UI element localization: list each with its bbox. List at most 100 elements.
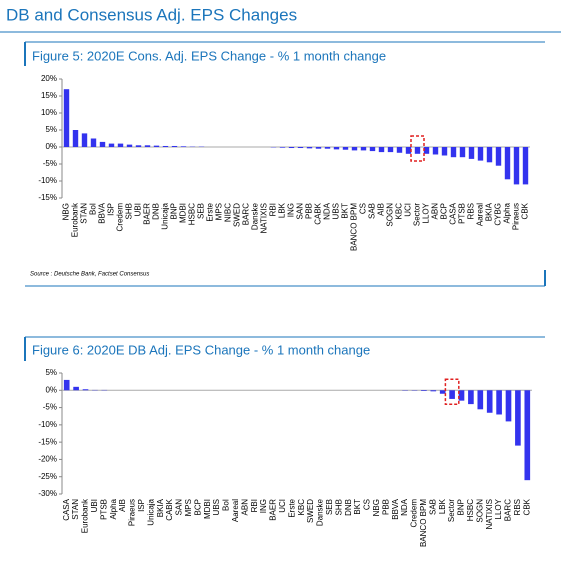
bar xyxy=(108,143,115,147)
x-tick-label: LLOY xyxy=(494,498,503,519)
bar xyxy=(378,147,385,153)
y-tick-label: -15% xyxy=(38,193,57,202)
x-tick-label: BCP xyxy=(193,499,202,515)
x-tick-label: UBS xyxy=(332,203,341,219)
x-tick-label: BAER xyxy=(143,203,152,225)
x-tick-label: BBVA xyxy=(98,202,107,223)
x-tick-label: Aareal xyxy=(231,499,240,522)
bar xyxy=(513,147,520,185)
x-tick-label: Unicaja xyxy=(161,202,170,229)
y-tick-label: -10% xyxy=(38,420,57,429)
x-tick-label: AIB xyxy=(377,203,386,216)
x-tick-label: PTSB xyxy=(458,203,467,224)
y-tick-label: 0% xyxy=(45,142,57,151)
bar xyxy=(315,147,322,149)
x-tick-label: Alpha xyxy=(503,202,512,223)
x-tick-label: BKT xyxy=(341,203,350,219)
bar xyxy=(468,390,474,405)
x-tick-label: Credem xyxy=(410,499,419,528)
x-tick-label: RBS xyxy=(513,499,522,515)
bar xyxy=(486,147,493,163)
bar xyxy=(369,147,376,152)
bar xyxy=(468,147,475,159)
bar xyxy=(73,386,79,391)
x-tick-label: ISP xyxy=(137,499,146,512)
bar xyxy=(405,147,412,154)
x-tick-label: MPS xyxy=(184,499,193,516)
x-tick-label: ABN xyxy=(240,499,249,516)
x-tick-label: LLOY xyxy=(422,202,431,223)
highlight-box xyxy=(410,135,425,162)
x-tick-label: CS xyxy=(363,499,372,510)
x-tick-label: SEB xyxy=(325,499,334,515)
bar xyxy=(423,147,430,154)
x-tick-label: BANCO BPM xyxy=(419,499,428,547)
x-tick-label: RBS xyxy=(467,203,476,219)
bar xyxy=(162,145,169,147)
bar xyxy=(297,147,304,149)
x-tick-label: CASA xyxy=(449,202,458,224)
x-tick-label: NBG xyxy=(372,499,381,516)
x-tick-label: SEB xyxy=(197,203,206,219)
x-tick-label: Unicaja xyxy=(146,498,155,525)
x-tick-label: BKT xyxy=(353,499,362,515)
x-tick-label: CS xyxy=(359,203,368,214)
x-tick-label: MPS xyxy=(215,203,224,220)
x-tick-label: UBI xyxy=(90,499,99,512)
y-tick-label: -5% xyxy=(43,403,57,412)
x-tick-label: Aareal xyxy=(476,203,485,226)
bar xyxy=(153,145,160,147)
x-tick-label: ING xyxy=(259,499,268,513)
bar xyxy=(524,390,531,481)
x-tick-label: NDA xyxy=(400,498,409,516)
x-tick-label: CABK xyxy=(165,498,174,520)
bar xyxy=(63,89,70,147)
y-tick-label: -30% xyxy=(38,489,57,498)
bar xyxy=(504,147,511,180)
bar xyxy=(324,147,331,149)
x-tick-label: SOGN xyxy=(475,499,484,523)
bar xyxy=(458,390,465,401)
x-tick-label: AIB xyxy=(118,499,127,512)
x-tick-label: BKIA xyxy=(156,498,165,517)
y-tick-label: -10% xyxy=(38,176,57,185)
x-tick-label: NATIXIS xyxy=(260,203,269,234)
x-tick-label: STAN xyxy=(71,499,80,520)
bar xyxy=(90,138,97,147)
bar xyxy=(515,390,521,446)
bar xyxy=(288,147,295,149)
x-tick-label: CYBG xyxy=(494,203,503,226)
bar xyxy=(342,147,349,150)
y-tick-label: 15% xyxy=(41,91,57,100)
x-tick-label: SOGN xyxy=(386,203,395,227)
bar xyxy=(439,390,446,394)
bar xyxy=(430,390,437,392)
x-tick-label: PBB xyxy=(305,203,314,219)
x-tick-label: Credem xyxy=(116,203,125,232)
y-tick-label: 10% xyxy=(41,108,57,117)
bar xyxy=(387,147,394,153)
x-tick-label: CBK xyxy=(522,498,531,515)
bar xyxy=(126,144,133,147)
y-tick-label: -25% xyxy=(38,472,57,481)
source: Source : Deutsche Bank, Factset Consensu… xyxy=(30,272,149,278)
bar xyxy=(180,146,187,147)
x-tick-label: LBK xyxy=(278,202,287,218)
x-tick-label: CBK xyxy=(521,202,530,219)
x-tick-label: BNP xyxy=(457,499,466,515)
bar xyxy=(505,390,512,422)
bar xyxy=(135,145,142,147)
x-tick-label: BoI xyxy=(89,203,98,215)
x-tick-label: RBI xyxy=(250,499,259,512)
bar xyxy=(396,147,403,153)
bar xyxy=(459,147,466,158)
x-tick-label: NDA xyxy=(323,202,332,220)
x-tick-label: NATIXIS xyxy=(485,499,494,530)
x-tick-label: LBK xyxy=(438,498,447,514)
bar xyxy=(81,133,88,147)
x-tick-label: Sector xyxy=(447,499,456,522)
x-tick-label: HSBC xyxy=(466,499,475,521)
bar xyxy=(82,389,89,391)
x-tick-label: HSBC xyxy=(188,203,197,225)
bar xyxy=(477,390,484,410)
